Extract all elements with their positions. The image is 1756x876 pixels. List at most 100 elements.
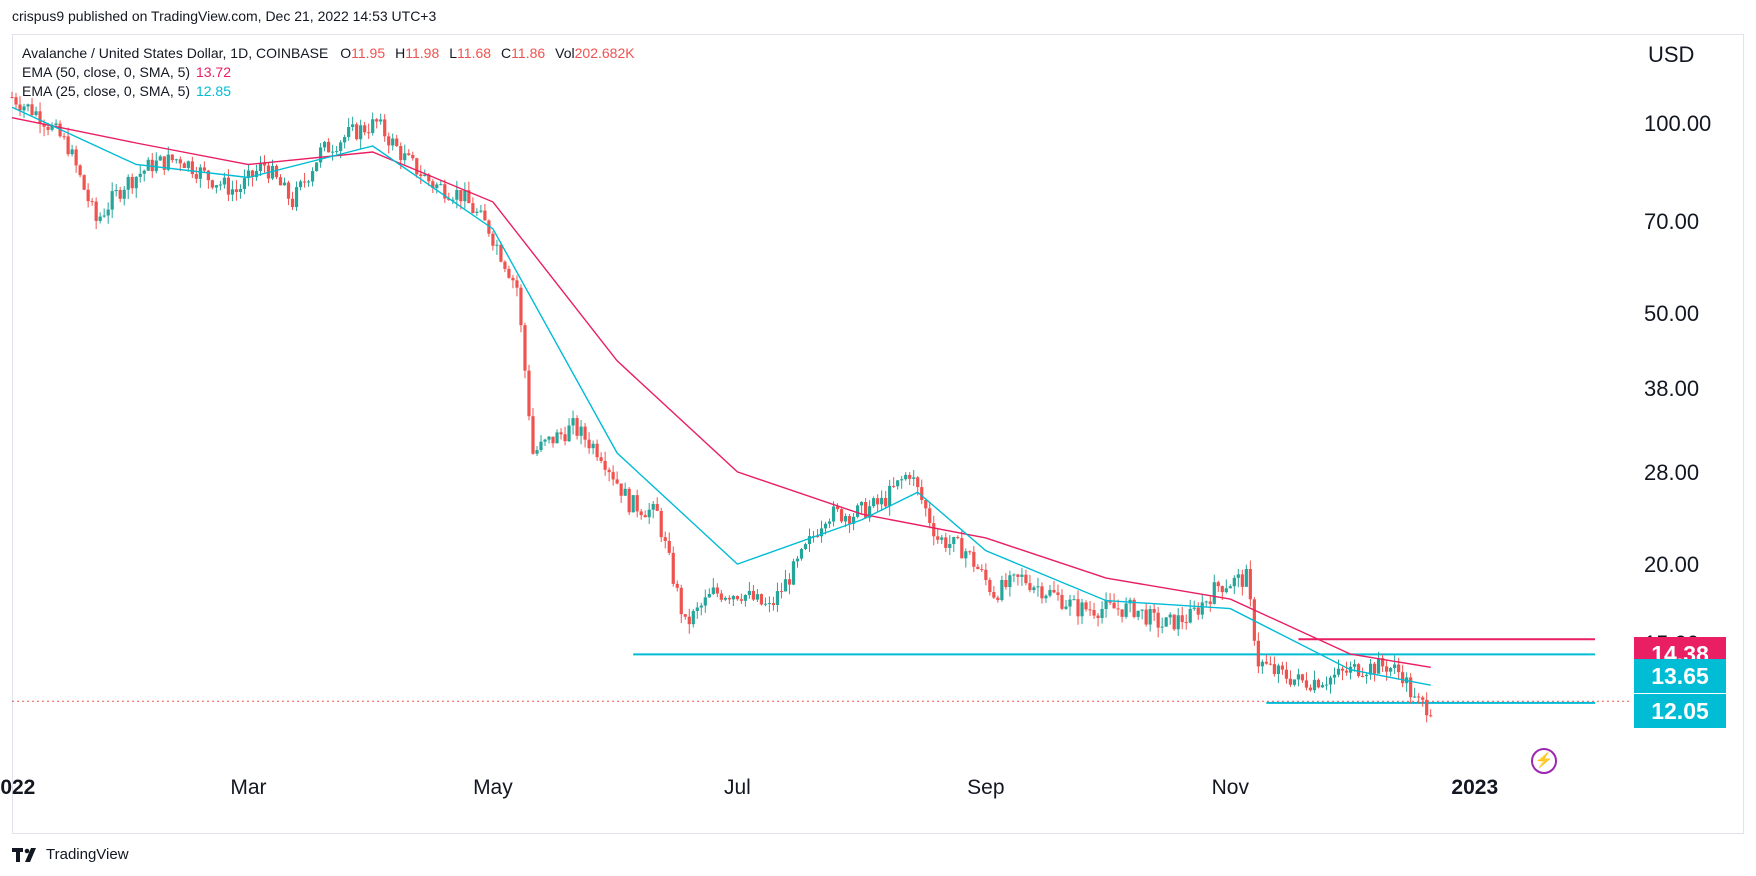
- candle: [876, 494, 880, 513]
- candle: [1084, 600, 1088, 612]
- candle: [615, 471, 619, 485]
- candle: [992, 586, 996, 599]
- candle: [1328, 675, 1333, 694]
- candle: [815, 529, 820, 538]
- candle: [298, 179, 303, 191]
- candle: [30, 97, 34, 117]
- candle: [551, 436, 555, 448]
- candle: [1116, 599, 1120, 616]
- candle: [1256, 632, 1260, 674]
- candle: [884, 490, 888, 509]
- ohlc-l: L11.68: [449, 45, 492, 61]
- candle: [1064, 599, 1068, 610]
- candle: [715, 583, 719, 598]
- candle: [783, 569, 788, 592]
- candle: [679, 584, 683, 624]
- candle: [787, 573, 792, 595]
- candle: [1224, 579, 1228, 594]
- candle: [1172, 614, 1176, 631]
- candle: [827, 518, 832, 528]
- candle: [940, 534, 944, 545]
- candle: [1228, 584, 1232, 589]
- candle: [162, 156, 166, 176]
- candle: [1276, 663, 1280, 684]
- currency-label: USD: [1648, 42, 1695, 67]
- candle: [960, 530, 964, 559]
- candle: [799, 548, 804, 561]
- candle: [511, 274, 515, 289]
- candle: [234, 180, 239, 201]
- candle: [1429, 709, 1433, 718]
- candle: [182, 161, 186, 168]
- candle: [130, 173, 134, 194]
- candle: [607, 467, 611, 482]
- candle: [655, 497, 659, 512]
- candle: [178, 156, 182, 172]
- candle: [1308, 684, 1313, 692]
- candle: [984, 563, 988, 586]
- candle: [1060, 589, 1064, 611]
- candle: [860, 501, 864, 514]
- candle: [1016, 573, 1020, 586]
- candle: [507, 265, 511, 279]
- candle: [575, 415, 579, 440]
- candle: [1364, 672, 1369, 684]
- candle: [1376, 651, 1381, 674]
- candle: [703, 589, 707, 613]
- candle: [892, 477, 896, 489]
- candle: [491, 231, 495, 251]
- x-tick-label: Nov: [1212, 776, 1250, 799]
- candle: [1196, 602, 1200, 620]
- candle: [106, 202, 110, 224]
- candle: [218, 180, 222, 191]
- candle: [1320, 682, 1325, 688]
- candle: [22, 103, 26, 118]
- candle: [150, 153, 154, 178]
- candle: [904, 472, 908, 481]
- candle: [1176, 608, 1180, 637]
- candle: [555, 429, 559, 444]
- candle: [547, 436, 551, 444]
- candle: [659, 507, 663, 543]
- candle: [306, 179, 311, 187]
- y-tick-label: 50.00: [1644, 301, 1699, 326]
- candle: [1076, 590, 1080, 625]
- candle: [888, 479, 892, 516]
- candle: [431, 178, 435, 194]
- candle: [503, 260, 507, 273]
- candle: [952, 536, 956, 553]
- candle: [747, 581, 751, 599]
- candle: [912, 470, 916, 487]
- candle: [391, 133, 395, 151]
- candle: [980, 564, 984, 573]
- candle: [355, 122, 359, 141]
- candle: [1356, 663, 1361, 678]
- candle: [1425, 692, 1429, 723]
- candle: [1409, 673, 1413, 704]
- candle: [683, 614, 687, 620]
- candle: [571, 410, 575, 435]
- candle: [1260, 659, 1264, 674]
- candle: [1401, 664, 1405, 688]
- candle: [318, 143, 323, 168]
- candle: [142, 169, 146, 182]
- candle: [599, 452, 603, 464]
- candle: [1068, 594, 1072, 616]
- candle: [527, 364, 531, 421]
- candle: [74, 145, 78, 173]
- candle: [739, 593, 743, 604]
- candle: [1368, 658, 1373, 680]
- candle: [110, 182, 114, 218]
- lightning-icon[interactable]: ⚡: [1531, 748, 1557, 774]
- price-tag: 13.65: [1634, 658, 1726, 693]
- candle: [1000, 575, 1004, 602]
- candle: [1240, 569, 1244, 596]
- candle: [102, 208, 106, 218]
- candle: [1124, 597, 1128, 619]
- candle: [936, 528, 940, 544]
- candle: [767, 596, 772, 613]
- x-tick-label: 2022: [0, 776, 35, 799]
- candle: [1044, 594, 1048, 603]
- candle: [1352, 659, 1357, 672]
